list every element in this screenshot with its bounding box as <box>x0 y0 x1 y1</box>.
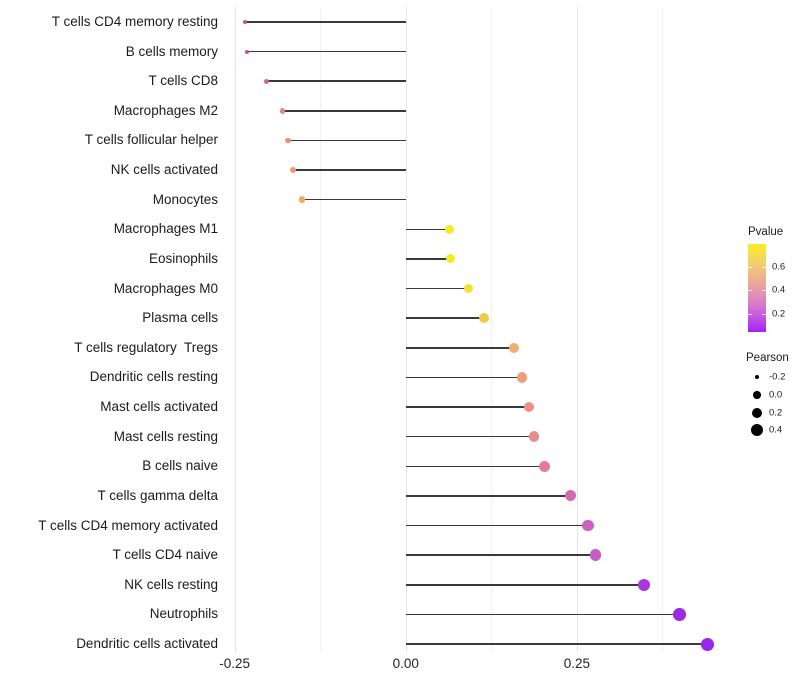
lollipop-dot <box>538 460 550 472</box>
pvalue-colorbar <box>748 244 766 332</box>
category-label: B cells memory <box>125 43 218 59</box>
category-label: NK cells activated <box>110 162 218 178</box>
major-gridline <box>576 7 578 652</box>
lollipop-dot <box>564 490 576 502</box>
lollipop-segment <box>282 110 406 112</box>
lollipop-segment <box>405 317 485 319</box>
pearson-key-dot <box>752 407 762 418</box>
category-label: T cells CD8 <box>148 73 218 89</box>
category-label: T cells regulatory Tregs <box>74 339 218 355</box>
category-label: T cells gamma delta <box>97 487 218 503</box>
pearson-key-label: 0.2 <box>769 407 783 419</box>
lollipop-segment <box>405 495 571 497</box>
lollipop-dot <box>516 372 528 383</box>
lollipop-segment <box>247 50 406 53</box>
category-label: T cells CD4 naive <box>112 547 218 563</box>
lollipop-segment <box>405 347 514 349</box>
pearson-key-dot <box>751 424 763 437</box>
pearson-key-dot <box>755 375 759 379</box>
lollipop-segment <box>244 21 406 23</box>
minor-gridline <box>320 7 322 652</box>
lollipop-segment <box>405 228 450 231</box>
category-label: Mast cells activated <box>100 399 218 415</box>
lollipop-dot <box>263 78 269 84</box>
lollipop-dot <box>479 313 490 324</box>
lollipop-segment <box>405 524 588 527</box>
lollipop-dot <box>528 431 539 442</box>
lollipop-dot <box>508 342 519 353</box>
x-tick-label: 0.00 <box>392 656 419 671</box>
lollipop-dot <box>582 519 594 532</box>
category-label: T cells CD4 memory activated <box>38 517 218 533</box>
category-label: Plasma cells <box>142 310 218 326</box>
category-label: Monocytes <box>152 191 218 207</box>
lollipop-segment <box>405 435 534 438</box>
category-label: Dendritic cells activated <box>76 636 218 652</box>
category-label: Mast cells resting <box>113 428 218 444</box>
category-label: Dendritic cells resting <box>89 369 218 385</box>
category-label: T cells CD4 memory resting <box>51 14 218 29</box>
major-gridline <box>405 7 407 652</box>
lollipop-segment <box>288 139 406 142</box>
lollipop-segment <box>301 198 406 201</box>
lollipop-segment <box>292 169 406 171</box>
lollipop-dot <box>285 137 291 144</box>
category-label: B cells naive <box>142 458 218 474</box>
lollipop-segment <box>405 465 545 468</box>
pearson-key-label: -0.2 <box>769 371 786 383</box>
pvalue-tick-label: 0.2 <box>772 308 786 320</box>
minor-gridline <box>662 7 664 652</box>
pearson-legend-title: Pearson <box>746 352 789 364</box>
lollipop-dot <box>289 167 296 174</box>
category-label: Eosinophils <box>148 250 218 266</box>
colorbar-tick <box>748 290 752 292</box>
x-tick-label: -0.25 <box>219 656 251 671</box>
lollipop-segment <box>405 584 644 586</box>
lollipop-dot <box>298 196 305 203</box>
lollipop-segment <box>405 613 680 616</box>
pvalue-legend-title: Pvalue <box>748 226 784 238</box>
category-label: T cells follicular helper <box>84 132 218 148</box>
colorbar-tick <box>748 266 752 268</box>
lollipop-segment <box>266 80 406 82</box>
lollipop-segment <box>405 406 529 408</box>
pvalue-tick-label: 0.4 <box>772 284 786 296</box>
lollipop-segment <box>405 258 451 260</box>
category-label: Macrophages M1 <box>113 221 218 237</box>
lollipop-segment <box>405 643 708 645</box>
category-label: Macrophages M2 <box>113 102 218 118</box>
pearson-key-label: 0.0 <box>769 389 783 401</box>
lollipop-dot <box>523 401 535 413</box>
lollipop-dot <box>242 20 247 24</box>
lollipop-segment <box>405 287 469 290</box>
lollipop-dot <box>445 224 455 234</box>
lollipop-dot <box>589 549 602 561</box>
lollipop-dot <box>463 283 474 294</box>
category-label: Macrophages M0 <box>113 280 218 296</box>
colorbar-tick <box>748 314 752 316</box>
lollipop-segment <box>405 376 523 379</box>
lollipop-dot <box>446 254 456 264</box>
category-label: Neutrophils <box>149 606 218 622</box>
lollipop-dot <box>701 637 715 651</box>
lollipop-dot <box>673 608 686 621</box>
pearson-key-label: 0.4 <box>769 424 783 436</box>
pearson-key-dot <box>753 391 761 399</box>
pvalue-tick-label: 0.6 <box>772 261 786 273</box>
lollipop-dot <box>245 49 249 54</box>
lollipop-dot <box>637 578 650 591</box>
lollipop-dot <box>279 108 286 114</box>
colorbar-tick <box>762 266 766 268</box>
major-gridline <box>234 7 236 652</box>
lollipop-segment <box>405 554 596 556</box>
minor-gridline <box>491 7 493 652</box>
colorbar-tick <box>762 290 766 292</box>
category-label: NK cells resting <box>124 576 218 592</box>
colorbar-tick <box>762 314 766 316</box>
x-tick-label: 0.25 <box>563 656 591 671</box>
